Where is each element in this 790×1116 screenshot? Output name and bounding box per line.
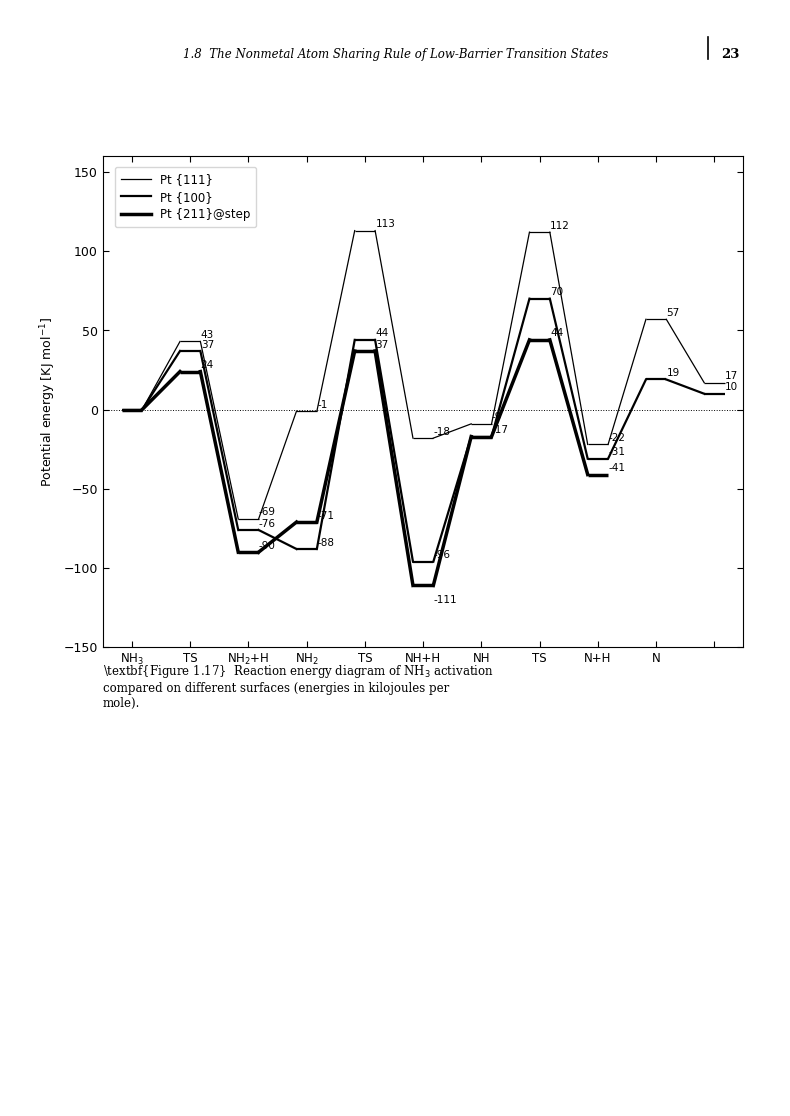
Text: -22: -22 xyxy=(608,433,625,443)
Text: 43: 43 xyxy=(201,330,213,340)
Text: -88: -88 xyxy=(317,538,333,548)
Text: -76: -76 xyxy=(258,519,276,529)
Text: \textbf{Figure 1.17}  Reaction energy diagram of NH$_3$ activation
compared on d: \textbf{Figure 1.17} Reaction energy dia… xyxy=(103,663,493,710)
Text: -96: -96 xyxy=(433,550,450,560)
Text: -9: -9 xyxy=(491,412,502,422)
Text: 37: 37 xyxy=(375,339,388,349)
Text: -1: -1 xyxy=(317,400,327,410)
Text: -69: -69 xyxy=(258,508,276,518)
Text: 17: 17 xyxy=(724,372,737,382)
Y-axis label: Potential energy [KJ mol$^{-1}$]: Potential energy [KJ mol$^{-1}$] xyxy=(39,317,58,487)
Legend: Pt {111}, Pt {100}, Pt {211}@step: Pt {111}, Pt {100}, Pt {211}@step xyxy=(115,167,256,228)
Text: 37: 37 xyxy=(201,339,213,349)
Text: -90: -90 xyxy=(258,540,276,550)
Text: 10: 10 xyxy=(724,383,737,392)
Text: -18: -18 xyxy=(433,426,450,436)
Text: -31: -31 xyxy=(608,448,625,458)
Text: 24: 24 xyxy=(201,360,213,371)
Text: -41: -41 xyxy=(608,463,625,473)
Text: 57: 57 xyxy=(666,308,679,318)
Text: 23: 23 xyxy=(720,48,739,61)
Text: -17: -17 xyxy=(491,425,508,435)
Text: 112: 112 xyxy=(550,221,570,231)
Text: 19: 19 xyxy=(666,368,679,378)
Text: 1.8  The Nonmetal Atom Sharing Rule of Low-Barrier Transition States: 1.8 The Nonmetal Atom Sharing Rule of Lo… xyxy=(182,48,608,61)
Text: 70: 70 xyxy=(550,287,562,297)
Text: -111: -111 xyxy=(433,595,457,605)
Text: 44: 44 xyxy=(375,328,388,338)
Text: -71: -71 xyxy=(317,510,333,520)
Text: 44: 44 xyxy=(550,328,562,338)
Text: 113: 113 xyxy=(375,219,395,229)
